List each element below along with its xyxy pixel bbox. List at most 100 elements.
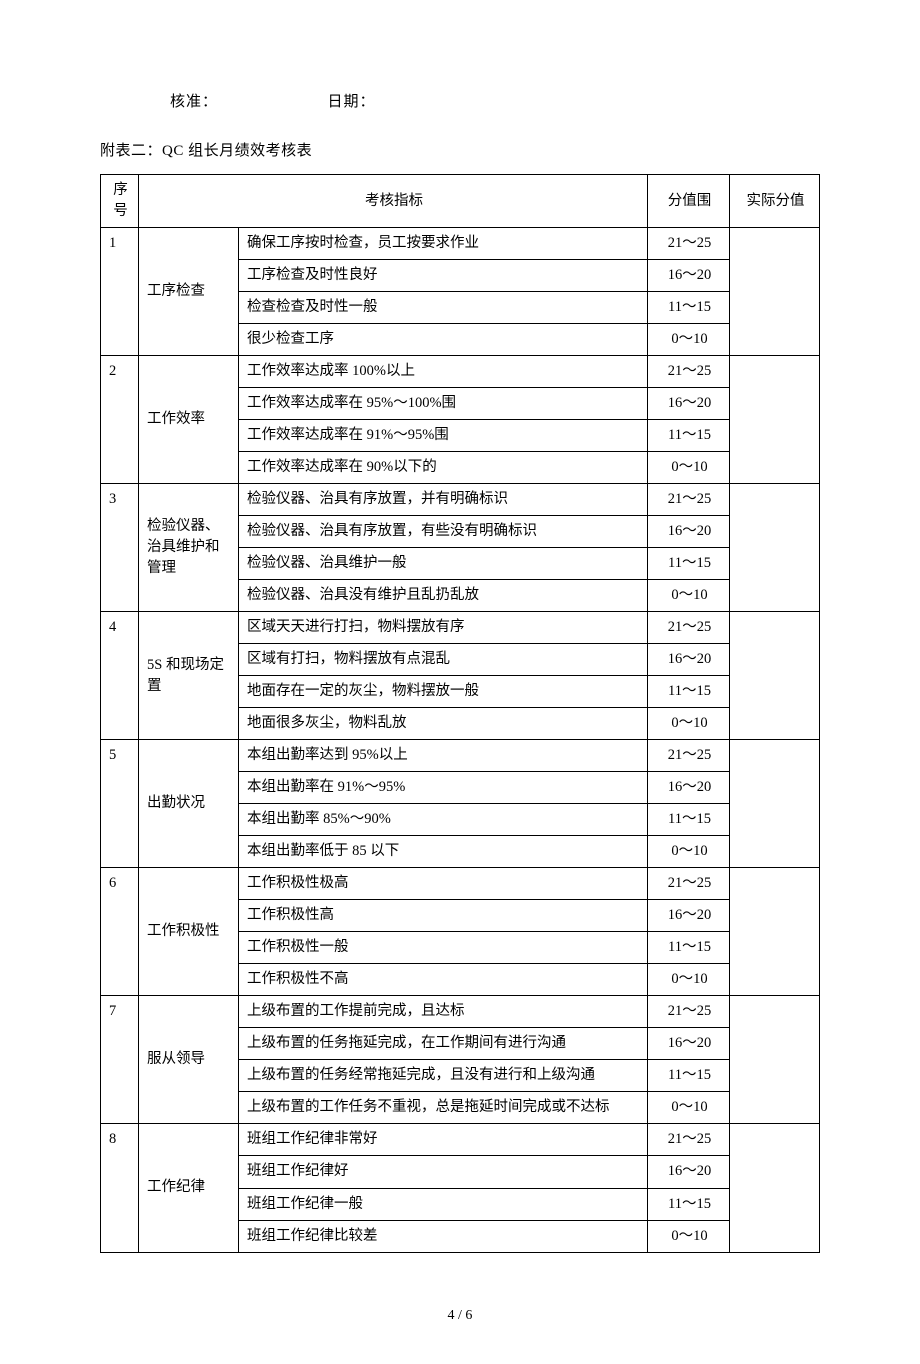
range-cell: 0～10 bbox=[648, 1092, 730, 1124]
table-row: 3检验仪器、治具维护和管理检验仪器、治具有序放置，并有明确标识21～25 bbox=[101, 484, 820, 516]
desc-cell: 工作积极性极高 bbox=[239, 868, 648, 900]
range-cell: 16～20 bbox=[648, 1028, 730, 1060]
range-cell: 21～25 bbox=[648, 228, 730, 260]
col-actual: 实际分值 bbox=[730, 175, 820, 228]
range-cell: 21～25 bbox=[648, 612, 730, 644]
actual-cell bbox=[730, 1124, 820, 1252]
actual-cell bbox=[730, 740, 820, 868]
table-title: 附表二：QC 组长月绩效考核表 bbox=[100, 139, 820, 160]
desc-cell: 工作积极性一般 bbox=[239, 932, 648, 964]
table-row: 7服从领导上级布置的工作提前完成，且达标21～25 bbox=[101, 996, 820, 1028]
desc-cell: 工作积极性不高 bbox=[239, 964, 648, 996]
range-cell: 11～15 bbox=[648, 804, 730, 836]
range-cell: 16～20 bbox=[648, 900, 730, 932]
assessment-table: 序号 考核指标 分值围 实际分值 1工序检查确保工序按时检查，员工按要求作业21… bbox=[100, 174, 820, 1253]
category-cell: 检验仪器、治具维护和管理 bbox=[139, 484, 239, 612]
range-cell: 0～10 bbox=[648, 708, 730, 740]
desc-cell: 地面很多灰尘，物料乱放 bbox=[239, 708, 648, 740]
range-cell: 16～20 bbox=[648, 260, 730, 292]
category-cell: 工作效率 bbox=[139, 356, 239, 484]
desc-cell: 上级布置的任务经常拖延完成，且没有进行和上级沟通 bbox=[239, 1060, 648, 1092]
range-cell: 16～20 bbox=[648, 644, 730, 676]
range-cell: 11～15 bbox=[648, 420, 730, 452]
desc-cell: 本组出勤率低于 85 以下 bbox=[239, 836, 648, 868]
range-cell: 21～25 bbox=[648, 740, 730, 772]
range-cell: 16～20 bbox=[648, 516, 730, 548]
desc-cell: 班组工作纪律好 bbox=[239, 1156, 648, 1188]
range-cell: 11～15 bbox=[648, 932, 730, 964]
range-cell: 21～25 bbox=[648, 868, 730, 900]
desc-cell: 检验仪器、治具维护一般 bbox=[239, 548, 648, 580]
desc-cell: 上级布置的工作任务不重视，总是拖延时间完成或不达标 bbox=[239, 1092, 648, 1124]
range-cell: 16～20 bbox=[648, 772, 730, 804]
actual-cell bbox=[730, 228, 820, 356]
desc-cell: 工作效率达成率 100%以上 bbox=[239, 356, 648, 388]
desc-cell: 很少检查工序 bbox=[239, 324, 648, 356]
desc-cell: 班组工作纪律比较差 bbox=[239, 1220, 648, 1252]
actual-cell bbox=[730, 484, 820, 612]
approval-line: 核准： 日期： bbox=[170, 90, 820, 111]
table-row: 45S 和现场定置区域天天进行打扫，物料摆放有序21～25 bbox=[101, 612, 820, 644]
desc-cell: 检查检查及时性一般 bbox=[239, 292, 648, 324]
range-cell: 21～25 bbox=[648, 996, 730, 1028]
range-cell: 21～25 bbox=[648, 1124, 730, 1156]
actual-cell bbox=[730, 996, 820, 1124]
range-cell: 0～10 bbox=[648, 964, 730, 996]
category-cell: 工序检查 bbox=[139, 228, 239, 356]
approve-label: 核准： bbox=[170, 94, 218, 110]
range-cell: 11～15 bbox=[648, 676, 730, 708]
seq-cell: 5 bbox=[101, 740, 139, 868]
desc-cell: 区域天天进行打扫，物料摆放有序 bbox=[239, 612, 648, 644]
desc-cell: 检验仪器、治具有序放置，有些没有明确标识 bbox=[239, 516, 648, 548]
category-cell: 工作积极性 bbox=[139, 868, 239, 996]
desc-cell: 区域有打扫，物料摆放有点混乱 bbox=[239, 644, 648, 676]
table-row: 8工作纪律班组工作纪律非常好21～25 bbox=[101, 1124, 820, 1156]
desc-cell: 检验仪器、治具没有维护且乱扔乱放 bbox=[239, 580, 648, 612]
desc-cell: 工作效率达成率在 91%～95%围 bbox=[239, 420, 648, 452]
table-row: 6工作积极性工作积极性极高21～25 bbox=[101, 868, 820, 900]
desc-cell: 工作积极性高 bbox=[239, 900, 648, 932]
range-cell: 11～15 bbox=[648, 1060, 730, 1092]
col-metric: 考核指标 bbox=[139, 175, 648, 228]
desc-cell: 工作效率达成率在 95%～100%围 bbox=[239, 388, 648, 420]
desc-cell: 班组工作纪律一般 bbox=[239, 1188, 648, 1220]
desc-cell: 上级布置的工作提前完成，且达标 bbox=[239, 996, 648, 1028]
seq-cell: 7 bbox=[101, 996, 139, 1124]
seq-cell: 1 bbox=[101, 228, 139, 356]
desc-cell: 工作效率达成率在 90%以下的 bbox=[239, 452, 648, 484]
range-cell: 21～25 bbox=[648, 356, 730, 388]
category-cell: 服从领导 bbox=[139, 996, 239, 1124]
seq-cell: 6 bbox=[101, 868, 139, 996]
col-range: 分值围 bbox=[648, 175, 730, 228]
seq-cell: 8 bbox=[101, 1124, 139, 1252]
actual-cell bbox=[730, 612, 820, 740]
actual-cell bbox=[730, 356, 820, 484]
table-header-row: 序号 考核指标 分值围 实际分值 bbox=[101, 175, 820, 228]
actual-cell bbox=[730, 868, 820, 996]
range-cell: 16～20 bbox=[648, 388, 730, 420]
category-cell: 出勤状况 bbox=[139, 740, 239, 868]
desc-cell: 工序检查及时性良好 bbox=[239, 260, 648, 292]
range-cell: 0～10 bbox=[648, 580, 730, 612]
seq-cell: 2 bbox=[101, 356, 139, 484]
seq-cell: 3 bbox=[101, 484, 139, 612]
range-cell: 11～15 bbox=[648, 1188, 730, 1220]
desc-cell: 地面存在一定的灰尘，物料摆放一般 bbox=[239, 676, 648, 708]
range-cell: 0～10 bbox=[648, 324, 730, 356]
category-cell: 工作纪律 bbox=[139, 1124, 239, 1252]
category-cell: 5S 和现场定置 bbox=[139, 612, 239, 740]
range-cell: 0～10 bbox=[648, 1220, 730, 1252]
seq-cell: 4 bbox=[101, 612, 139, 740]
desc-cell: 本组出勤率 85%～90% bbox=[239, 804, 648, 836]
range-cell: 0～10 bbox=[648, 836, 730, 868]
table-row: 5出勤状况本组出勤率达到 95%以上21～25 bbox=[101, 740, 820, 772]
desc-cell: 本组出勤率在 91%～95% bbox=[239, 772, 648, 804]
desc-cell: 班组工作纪律非常好 bbox=[239, 1124, 648, 1156]
range-cell: 21～25 bbox=[648, 484, 730, 516]
desc-cell: 检验仪器、治具有序放置，并有明确标识 bbox=[239, 484, 648, 516]
col-seq: 序号 bbox=[101, 175, 139, 228]
range-cell: 11～15 bbox=[648, 292, 730, 324]
page-footer: 4 / 6 bbox=[100, 1308, 820, 1324]
desc-cell: 本组出勤率达到 95%以上 bbox=[239, 740, 648, 772]
desc-cell: 确保工序按时检查，员工按要求作业 bbox=[239, 228, 648, 260]
